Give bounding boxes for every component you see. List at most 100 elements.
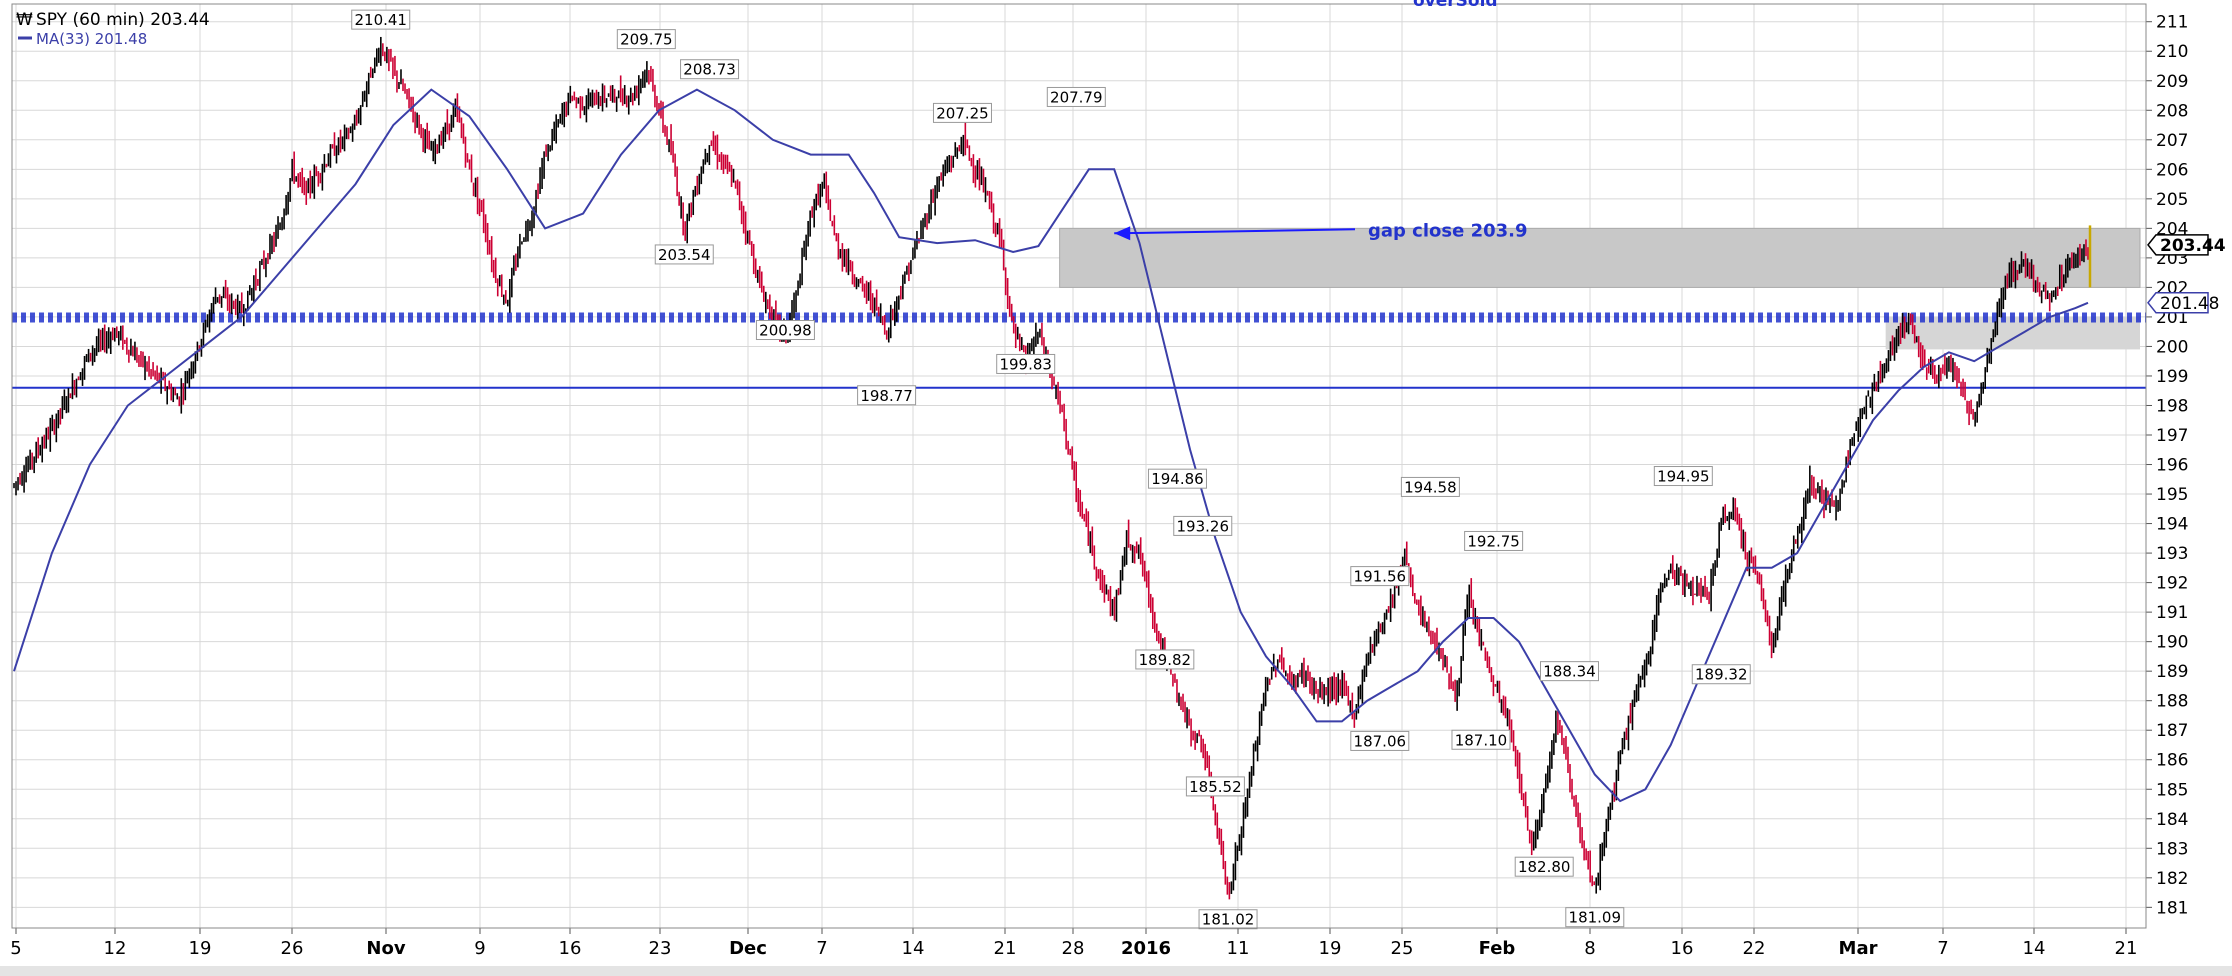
gap-arrow-head (1114, 226, 1131, 241)
price-label-box (616, 29, 676, 50)
y-tick-label: 193 (2156, 544, 2188, 564)
x-tick-label: 14 (902, 938, 925, 959)
price-label: 192.75 (1467, 532, 1520, 550)
price-label-box (932, 102, 992, 123)
y-tick-label: 183 (2156, 839, 2188, 859)
price-label-box (1691, 664, 1751, 685)
y-tick-label: 198 (2156, 396, 2188, 416)
price-label: 207.79 (1050, 88, 1103, 106)
price-label-box (857, 385, 917, 406)
price-label: 198.77 (860, 387, 913, 405)
price-label: 207.25 (936, 104, 989, 122)
x-tick-label: 9 (474, 938, 485, 959)
y-tick-label: 208 (2156, 101, 2188, 121)
price-label-box (1135, 649, 1195, 670)
price-label-box (1514, 856, 1574, 877)
legend-ma-label: MA(33) 201.48 (36, 30, 147, 48)
y-tick-label: 182 (2156, 869, 2188, 889)
x-tick-label: 21 (2115, 938, 2138, 959)
price-label: 185.52 (1189, 778, 1242, 796)
price-label-box (1653, 466, 1713, 487)
price-label-box (1400, 476, 1460, 497)
y-axis: 181 182 183 184 185 186 187 188 189 190 191 192 193 1… (2146, 13, 2226, 918)
legend-price-icon: ₩ (16, 10, 33, 30)
price-label-box (680, 59, 740, 80)
y-tick-label: 195 (2156, 485, 2188, 505)
y-tick-label: 210 (2156, 42, 2188, 62)
y-tick-label: 181 (2156, 898, 2188, 918)
x-tick-label: Nov (366, 938, 405, 959)
price-label: 193.26 (1177, 517, 1230, 535)
price-label-box (1565, 907, 1625, 928)
y-tick-label: 197 (2156, 426, 2188, 446)
current-price-marker-label: 203.44 (2160, 236, 2226, 256)
price-label: 209.75 (620, 31, 673, 49)
x-tick-label: 16 (559, 938, 582, 959)
price-label: 191.56 (1354, 568, 1407, 586)
x-tick-label: 22 (1743, 938, 1766, 959)
top-cut-text: overSold (1413, 0, 1498, 11)
price-label-box (1350, 730, 1410, 751)
y-tick-label: 196 (2156, 456, 2188, 476)
current-ma-marker-label: 201.48 (2160, 294, 2219, 314)
price-label-box (1046, 86, 1106, 107)
price-label-box (1198, 909, 1258, 930)
y-tick-label: 185 (2156, 780, 2188, 800)
y-tick-label: 190 (2156, 633, 2188, 653)
y-tick-label: 211 (2156, 13, 2188, 33)
x-tick-label: 7 (816, 938, 827, 959)
gap-zone-rect (1059, 227, 2141, 288)
gap-annotation: gap close 203.9 (1114, 220, 1528, 241)
y-tick-label: 184 (2156, 810, 2188, 830)
y-tick-label: 191 (2156, 603, 2188, 623)
price-label-box (1147, 468, 1207, 489)
chart-legend: ₩ SPY (60 min) 203.44 MA(33) 201.48 (16, 10, 210, 48)
x-tick-label: 16 (1671, 938, 1694, 959)
y-tick-label: 189 (2156, 662, 2188, 682)
price-label-box (1464, 530, 1524, 551)
plot-frame (11, 3, 2147, 929)
gap-zones (1059, 227, 2141, 350)
y-tick-label: 207 (2156, 131, 2188, 151)
x-tick-label: 2016 (1121, 938, 1171, 959)
price-label: 187.10 (1455, 731, 1508, 749)
x-tick-label: 7 (1937, 938, 1948, 959)
y-tick-label: 205 (2156, 190, 2188, 210)
price-label: 208.73 (683, 61, 736, 79)
x-tick-label: 21 (994, 938, 1017, 959)
peak-trough-labels: 210.41 200.98 209.75 208.73 203.54 198.77 207.… (351, 9, 1751, 930)
price-label: 189.82 (1139, 651, 1192, 669)
y-tick-label: 199 (2156, 367, 2188, 387)
x-tick-label: Feb (1479, 938, 1516, 959)
y-tick-label: 192 (2156, 574, 2188, 594)
price-label-box (1540, 661, 1599, 682)
price-label-box (996, 353, 1056, 374)
price-label: 187.06 (1354, 732, 1407, 750)
x-tick-label: 26 (281, 938, 304, 959)
price-bars (13, 36, 2092, 900)
bottom-scrollbar[interactable] (0, 966, 2232, 976)
y-tick-label: 209 (2156, 72, 2188, 92)
price-label-box (1173, 515, 1233, 536)
x-tick-label: 5 (10, 938, 21, 959)
x-tick-label: 11 (1227, 938, 1250, 959)
price-label: 181.02 (1202, 911, 1255, 929)
legend-price-label: SPY (60 min) 203.44 (36, 10, 210, 30)
y-tick-label: 194 (2156, 515, 2188, 535)
price-label: 182.80 (1518, 858, 1571, 876)
gap-annotation-label: gap close 203.9 (1368, 220, 1528, 241)
y-tick-label: 206 (2156, 160, 2188, 180)
x-tick-label: 12 (104, 938, 127, 959)
x-tick-label: 28 (1062, 938, 1085, 959)
x-tick-label: Dec (729, 938, 767, 959)
price-label: 200.98 (759, 322, 812, 340)
x-axis: 5 12 19 26 Nov 9 16 23 Dec 7 14 21 28 2016 11 19 25 Feb 8 1… (10, 928, 2137, 959)
chart-grid (12, 4, 2146, 928)
price-label: 194.95 (1657, 468, 1710, 486)
support-lines (12, 312, 2146, 389)
current-ma-marker-box (2147, 292, 2209, 314)
x-tick-label: 23 (649, 938, 672, 959)
moving-average-line (13, 88, 2089, 803)
y-tick-label: 187 (2156, 721, 2188, 741)
